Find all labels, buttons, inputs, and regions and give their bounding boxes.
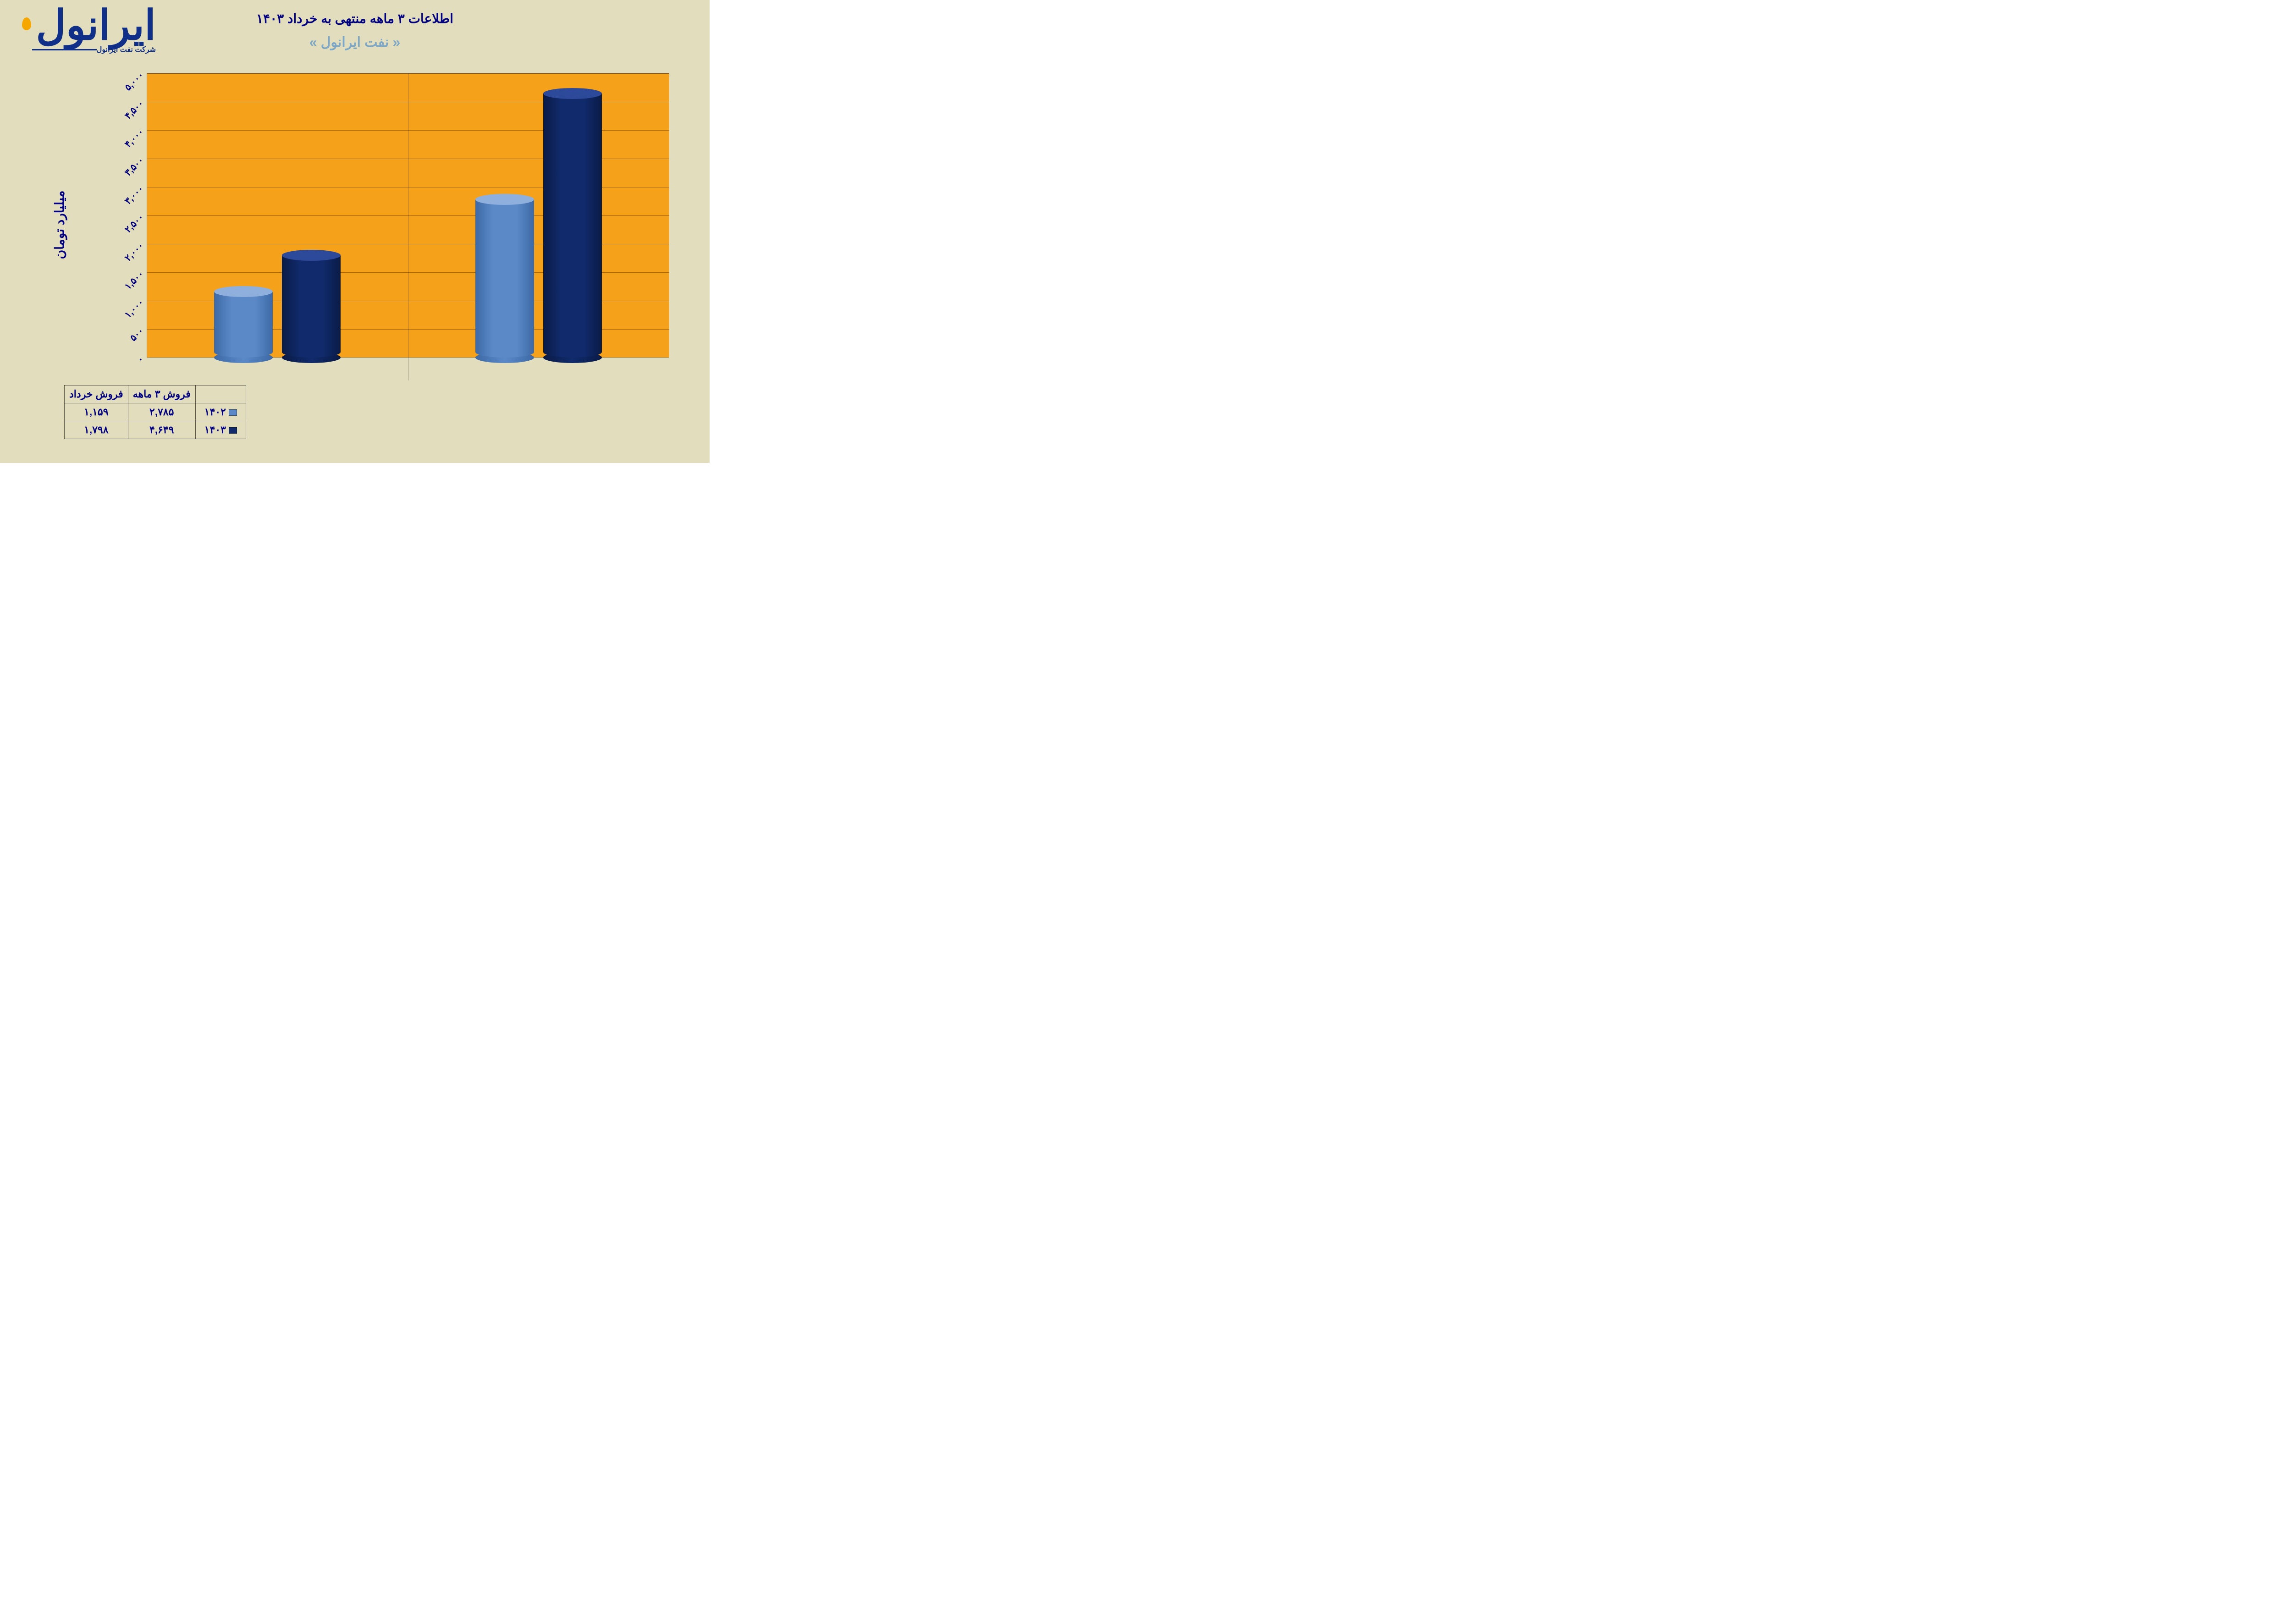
y-tick-label: ۵۰۰	[119, 325, 146, 352]
y-tick-label: ۱,۰۰۰	[119, 297, 146, 324]
y-tick-label: ۳,۵۰۰	[119, 154, 146, 182]
y-tick-label: ۲,۵۰۰	[119, 211, 146, 239]
legend-1403: ۱۴۰۳	[195, 421, 246, 439]
y-axis-label: میلیارد تومان	[5, 69, 115, 380]
bar-g0-1402	[475, 199, 534, 358]
cell-g0-1403: ۴,۶۴۹	[128, 421, 195, 439]
legend-swatch-1402	[229, 409, 237, 416]
table-corner	[195, 385, 246, 403]
y-tick-label: ۰	[119, 353, 146, 381]
table-row-1402: ۱۴۰۲ ۲,۷۸۵ ۱,۱۵۹	[65, 403, 246, 421]
y-tick-label: ۵,۰۰۰	[119, 69, 146, 97]
sub-title: « نفت ایرانول »	[0, 34, 710, 50]
bar-g1-1403	[282, 255, 341, 358]
legend-swatch-1403	[229, 427, 237, 434]
cell-g1-1402: ۱,۱۵۹	[65, 403, 128, 421]
table-col-0: فروش ۳ ماهه	[128, 385, 195, 403]
cell-g1-1403: ۱,۷۹۸	[65, 421, 128, 439]
chart-titles: اطلاعات ۳ ماهه منتهی به خرداد ۱۴۰۳ « نفت…	[0, 11, 710, 50]
table-row-1403: ۱۴۰۳ ۴,۶۴۹ ۱,۷۹۸	[65, 421, 246, 439]
bar-top	[475, 194, 534, 205]
bar-body	[543, 94, 602, 358]
main-title: اطلاعات ۳ ماهه منتهی به خرداد ۱۴۰۳	[0, 11, 710, 26]
bar-body	[475, 199, 534, 358]
y-tick-label: ۴,۵۰۰	[119, 98, 146, 125]
bar-g0-1403	[543, 94, 602, 358]
chart-area: میلیارد تومان ۰۵۰۰۱,۰۰۰۱,۵۰۰۲,۰۰۰۲,۵۰۰۳,…	[119, 69, 673, 380]
legend-1402: ۱۴۰۲	[195, 403, 246, 421]
data-table: فروش ۳ ماهه فروش خرداد ۱۴۰۲ ۲,۷۸۵ ۱,۱۵۹ …	[64, 385, 246, 439]
cell-g0-1402: ۲,۷۸۵	[128, 403, 195, 421]
table-header-row: فروش ۳ ماهه فروش خرداد	[65, 385, 246, 403]
bar-top	[282, 250, 341, 261]
y-tick-label: ۲,۰۰۰	[119, 240, 146, 267]
bar-body	[214, 292, 273, 358]
bar-body	[282, 255, 341, 358]
y-tick-label: ۳,۰۰۰	[119, 183, 146, 210]
y-tick-label: ۴,۰۰۰	[119, 126, 146, 154]
bar-g1-1402	[214, 292, 273, 358]
bar-top	[543, 88, 602, 99]
table-col-1: فروش خرداد	[65, 385, 128, 403]
y-tick-label: ۱,۵۰۰	[119, 268, 146, 296]
